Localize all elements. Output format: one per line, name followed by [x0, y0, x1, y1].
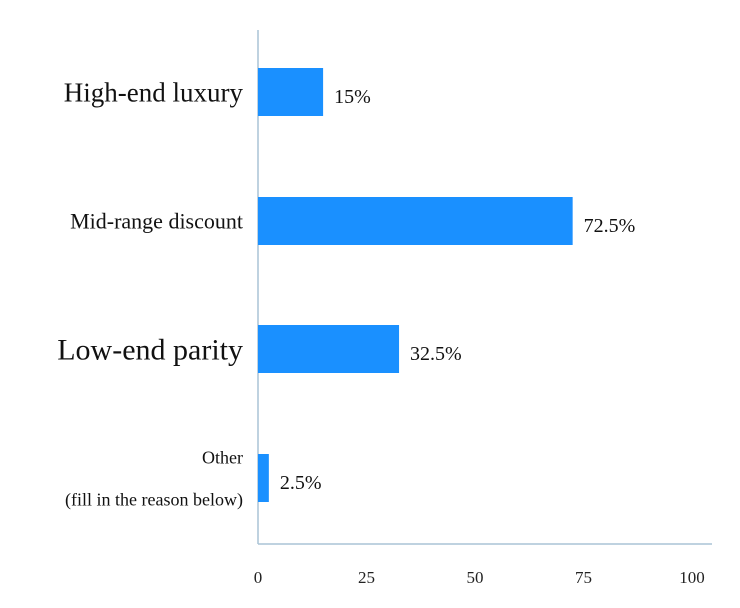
bar-value-label: 2.5% [280, 472, 322, 494]
bar [258, 197, 573, 245]
category-label: (fill in the reason below) [65, 489, 243, 510]
x-tick-label: 100 [679, 568, 705, 587]
bar [258, 454, 269, 502]
bar-value-label: 72.5% [584, 215, 636, 237]
category-label: Mid-range discount [70, 209, 243, 234]
x-tick-label: 50 [467, 568, 484, 587]
bars-group [258, 68, 573, 502]
category-label: Other [202, 447, 243, 467]
x-tick-label: 25 [358, 568, 375, 587]
bar-value-label: 32.5% [410, 343, 462, 365]
bar [258, 68, 324, 116]
bar [258, 325, 400, 373]
x-tick-label: 75 [575, 568, 592, 587]
category-label: High-end luxury [64, 77, 244, 107]
category-label: Low-end parity [57, 334, 243, 367]
bar-value-label: 15% [334, 86, 371, 108]
x-tick-labels-group: 0 25 50 75 100 [254, 568, 705, 587]
value-labels-group: 15% 72.5% 32.5% 2.5% [280, 86, 635, 494]
category-labels-group: High-end luxury Mid-range discount Low-end… [57, 77, 243, 510]
x-tick-label: 0 [254, 568, 263, 587]
